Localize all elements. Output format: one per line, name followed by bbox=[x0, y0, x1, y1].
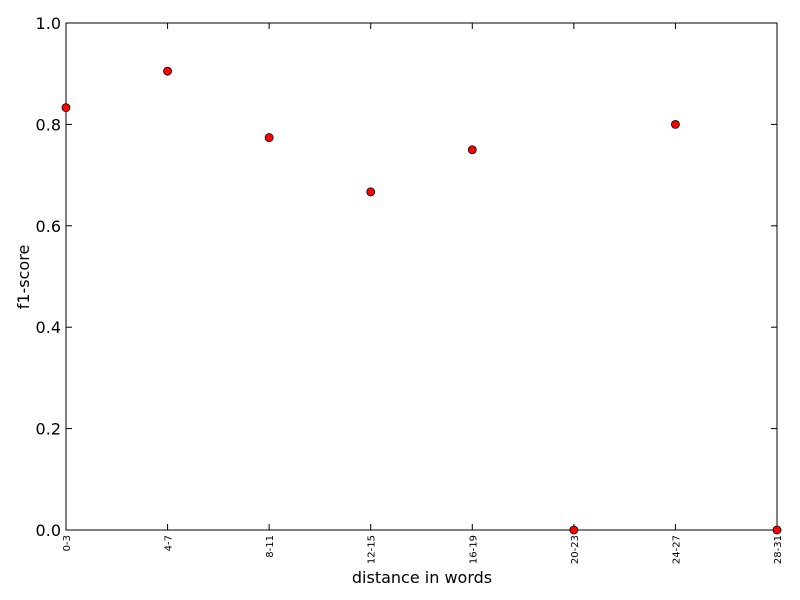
data-points bbox=[61, 66, 782, 535]
x-tick-label: 24-27 bbox=[671, 535, 682, 564]
plot-frame bbox=[65, 22, 778, 531]
data-point bbox=[772, 525, 782, 535]
y-tick-label: 0.0 bbox=[36, 521, 61, 540]
x-tick-label: 20-23 bbox=[570, 535, 581, 564]
y-tick-label: 0.8 bbox=[36, 115, 61, 134]
x-tick-label: 8-11 bbox=[265, 535, 276, 558]
y-axis-ticks: 0.0 0.2 0.4 0.6 0.8 1.0 bbox=[36, 14, 777, 540]
plot-border bbox=[65, 22, 778, 531]
y-tick-label: 0.2 bbox=[36, 420, 61, 439]
data-point bbox=[264, 133, 274, 142]
y-tick-label: 0.4 bbox=[36, 318, 61, 337]
x-axis-label: distance in words bbox=[352, 568, 492, 587]
y-tick-label: 1.0 bbox=[36, 14, 61, 33]
x-tick-label: 4-7 bbox=[164, 535, 175, 551]
data-point bbox=[366, 187, 376, 197]
y-tick-label: 0.6 bbox=[36, 217, 61, 236]
y-axis-label: f1-score bbox=[14, 245, 33, 310]
x-tick-label: 16-19 bbox=[468, 535, 479, 564]
data-point bbox=[569, 525, 579, 535]
data-point bbox=[163, 66, 172, 76]
x-tick-label: 28-31 bbox=[773, 535, 784, 564]
data-point bbox=[671, 120, 680, 129]
data-point bbox=[61, 103, 71, 113]
x-tick-label: 0-3 bbox=[62, 535, 73, 551]
x-tick-label: 12-15 bbox=[367, 535, 378, 564]
x-axis-ticks: 0-3 4-7 8-11 12-15 16-19 20-23 24-27 28-31 bbox=[62, 23, 784, 564]
data-point bbox=[467, 145, 477, 155]
